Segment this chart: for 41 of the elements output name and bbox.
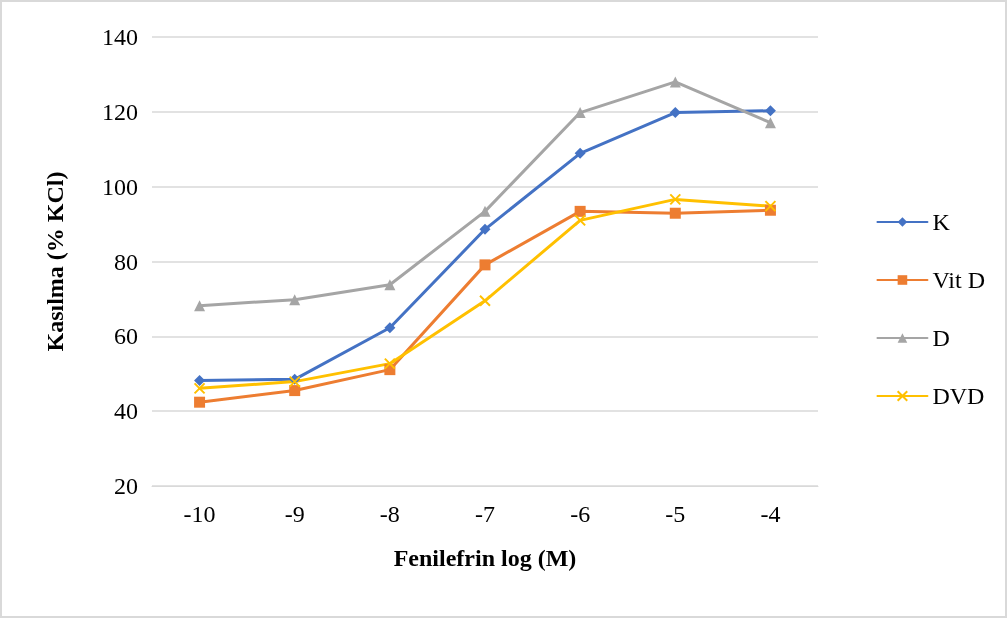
point: [479, 259, 491, 271]
legend-label: D: [932, 325, 950, 351]
point: [764, 200, 777, 213]
point: [669, 76, 681, 88]
point: [669, 193, 682, 206]
x-tick-label: -8: [379, 501, 400, 527]
x-tick-label: -6: [570, 501, 591, 527]
x-tick-label: -4: [760, 501, 781, 527]
point: [479, 223, 491, 235]
point: [669, 107, 681, 119]
y-tick-label: 40: [114, 398, 138, 425]
legend-label: K: [932, 209, 951, 235]
y-tick-label: 140: [102, 24, 138, 50]
y-tick-label: 120: [102, 98, 138, 125]
y-tick-label: 100: [102, 173, 138, 200]
point: [574, 205, 586, 217]
legend-label: DVD: [932, 383, 985, 409]
point: [574, 147, 586, 159]
y-tick-label: 20: [114, 473, 138, 499]
y-axis-title: Kasılma (% KCl): [42, 171, 68, 352]
point: [194, 396, 206, 408]
x-tick-label: -5: [665, 501, 686, 527]
point: [194, 300, 206, 312]
point: [383, 357, 396, 370]
point: [193, 382, 206, 395]
y-tick-label: 60: [114, 323, 138, 350]
point: [574, 214, 587, 227]
point: [479, 294, 491, 307]
point: [479, 205, 491, 217]
x-tick-label: -10: [183, 501, 216, 527]
point: [384, 322, 396, 334]
point: [669, 207, 681, 219]
legend-label: Vit D: [932, 267, 985, 293]
point: [384, 279, 396, 291]
point: [289, 385, 301, 397]
point: [289, 294, 301, 306]
x-axis-title: Fenilefrin log (M): [393, 545, 577, 571]
x-tick-label: -7: [475, 501, 495, 527]
x-tick-label: -9: [284, 501, 305, 527]
y-tick-label: 80: [114, 248, 138, 275]
point: [764, 117, 776, 129]
